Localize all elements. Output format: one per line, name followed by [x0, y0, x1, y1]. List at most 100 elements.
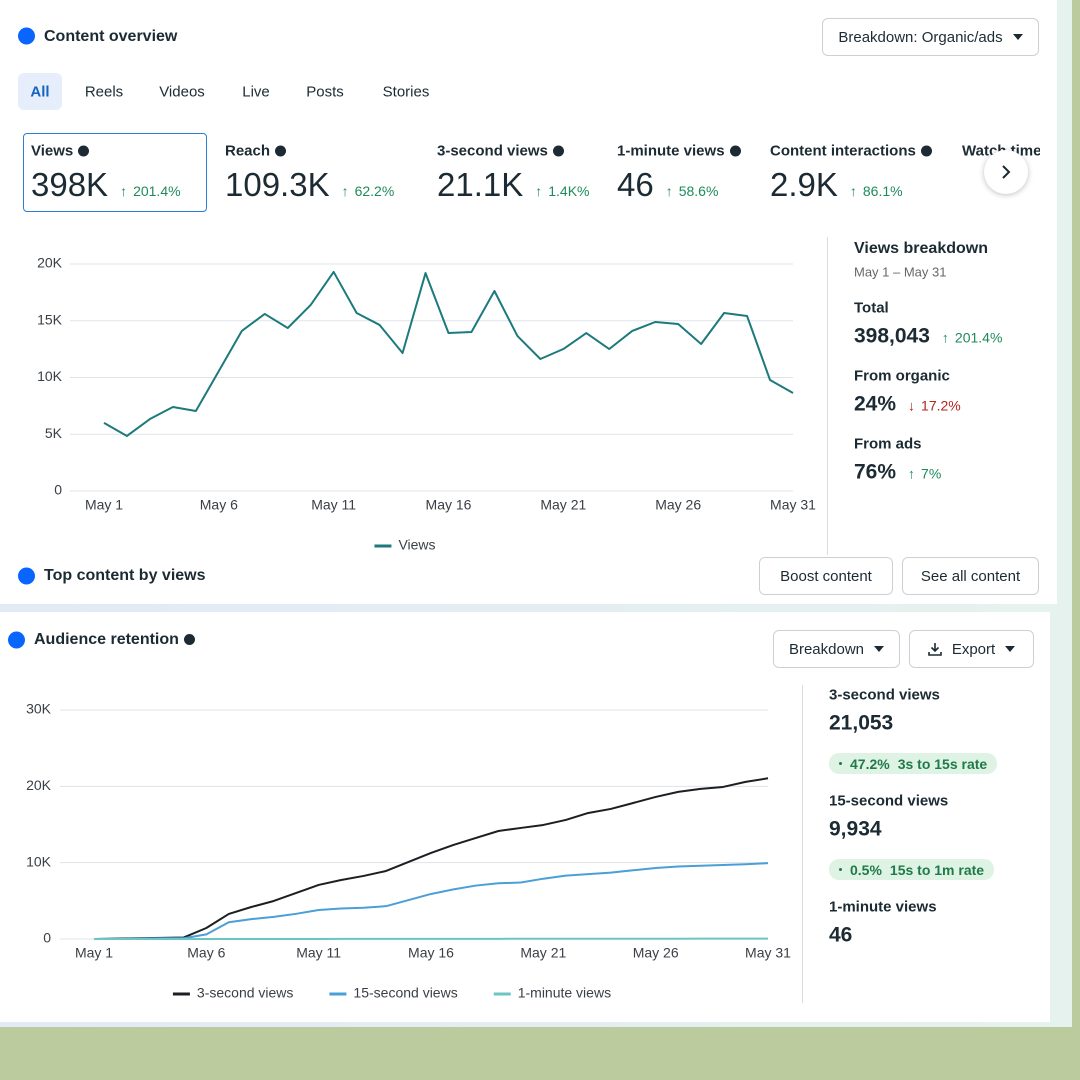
breakdown-label: From organic — [854, 367, 950, 385]
date-range: May 1 – May 31 — [854, 264, 947, 280]
y-tick-label: 10K — [37, 368, 63, 384]
x-tick-label: May 16 — [426, 497, 472, 513]
x-tick-label: May 6 — [187, 945, 225, 961]
metric-value: 109.3K — [225, 166, 330, 203]
x-tick-label: May 11 — [311, 497, 356, 513]
tab-highlight — [18, 73, 62, 110]
selected-metric[interactable] — [23, 133, 207, 212]
x-tick-label: May 26 — [655, 497, 701, 513]
button-label: Breakdown: Organic/ads — [838, 28, 1003, 46]
rate-value: 47.2% — [850, 755, 890, 772]
breakdown-change: 201.4% — [942, 331, 1002, 345]
metric-value-row: 21.1K 1.4K% — [437, 166, 590, 204]
x-tick-label: May 11 — [296, 945, 341, 961]
y-tick-label: 15K — [37, 311, 63, 327]
boost-button[interactable]: Boost content — [759, 557, 893, 595]
button-label: Export — [951, 640, 996, 658]
label-text: Content interactions — [770, 142, 916, 160]
rate-label: 15s to 1m rate — [889, 861, 985, 878]
section-title: Audience retention — [34, 632, 195, 648]
x-tick-label: May 31 — [770, 497, 816, 513]
info-icon — [920, 145, 932, 157]
metrics-row: Views 398K 201.4% Reach 109.3K 62.2% 3-second … — [0, 133, 1040, 213]
info-icon — [183, 634, 195, 645]
x-tick-label: May 31 — [745, 945, 791, 961]
info-icon — [552, 145, 564, 157]
breakdown-label: Total — [854, 299, 889, 317]
metric-change: 58.6% — [666, 183, 719, 199]
next-arrow[interactable] — [984, 150, 1028, 194]
metric-value-row: 2.9K 86.1% — [770, 166, 903, 204]
breakdown-value: 398,043 — [854, 324, 930, 348]
x-tick-label: May 6 — [200, 497, 238, 513]
metric-label: 3-second views — [437, 144, 564, 159]
metric-label: Reach — [225, 142, 287, 160]
metric-change: 62.2% — [342, 183, 395, 199]
breakdown-value-row: 76% 7% — [854, 462, 941, 483]
tab[interactable]: Live — [242, 83, 270, 101]
caret — [1012, 34, 1023, 40]
x-tick-label: May 21 — [520, 945, 566, 961]
x-tick-label: May 1 — [85, 497, 123, 513]
legend-label: 15-second views — [353, 985, 457, 1001]
breakdown-button[interactable]: Breakdown: Organic/ads — [822, 18, 1039, 56]
tab[interactable]: Videos — [159, 83, 205, 101]
series-line — [93, 777, 769, 940]
button-label: Breakdown — [788, 640, 865, 658]
summary-label: 3-second views — [829, 686, 940, 704]
divider — [827, 237, 828, 555]
divider — [802, 685, 803, 1003]
rate-pill: 47.2% 3s to 15s rate — [829, 753, 998, 774]
y-tick-label: 20K — [37, 255, 63, 271]
metric-value-row: 109.3K 62.2% — [225, 166, 394, 204]
info-icon — [729, 145, 741, 157]
button-label: See all content — [920, 567, 1021, 585]
legend-label: 1-minute views — [518, 985, 611, 1001]
legend-label: 3-second views — [197, 985, 294, 1001]
x-tick-label: May 26 — [633, 945, 679, 961]
label-text: 1-minute views — [617, 142, 725, 160]
fb-icon — [18, 567, 35, 585]
metric-label: Content interactions — [770, 144, 932, 159]
see-all-button[interactable]: See all content — [902, 557, 1039, 595]
metric-value-row: 398K 201.4% — [31, 166, 181, 204]
metric-label: Views — [31, 142, 90, 160]
metric-change: 201.4% — [120, 183, 180, 199]
tab[interactable]: All — [30, 83, 50, 101]
summary-value: 46 — [829, 923, 853, 947]
legend-label: Views — [398, 537, 435, 553]
y-tick-label: 5K — [45, 425, 63, 441]
breakdown-value: 76% — [854, 460, 897, 484]
summary-value: 21,053 — [829, 711, 894, 735]
x-tick-label: May 16 — [408, 945, 454, 961]
content-overview-card: Content overview Breakdown: Organic/ads … — [0, 0, 1057, 604]
breakdown-button[interactable]: Breakdown — [773, 630, 900, 668]
series-line — [94, 862, 769, 940]
metric-label: 1-minute views — [617, 144, 741, 159]
tab[interactable]: Reels — [84, 83, 124, 101]
section-title: Top content by views — [44, 567, 206, 584]
tab[interactable]: Posts — [306, 83, 344, 101]
caret — [1005, 646, 1016, 652]
chevron — [1002, 165, 1011, 179]
label-text: Reach — [225, 142, 271, 160]
button-label: Boost content — [780, 567, 872, 585]
metric-value-row: 46 58.6% — [617, 166, 718, 204]
x-tick-label: May 1 — [75, 945, 113, 961]
breakdown-value: 24% — [854, 392, 897, 416]
fb-icon — [18, 27, 35, 45]
rate-pill: 0.5% 15s to 1m rate — [829, 859, 995, 880]
caret — [874, 646, 885, 652]
title-text: Audience retention — [34, 631, 179, 648]
metric-value: 398K — [31, 166, 109, 203]
tab[interactable]: Stories — [382, 83, 430, 101]
label-text: Views — [31, 142, 74, 160]
info-icon — [275, 145, 287, 157]
rate-value: 0.5% — [850, 861, 882, 878]
metric-value: 21.1K — [437, 166, 524, 203]
breakdown-label: From ads — [854, 435, 922, 453]
export-button[interactable]: Export — [909, 630, 1034, 668]
y-tick-label: 0 — [43, 930, 51, 946]
metric-change: 1.4K% — [535, 183, 589, 199]
